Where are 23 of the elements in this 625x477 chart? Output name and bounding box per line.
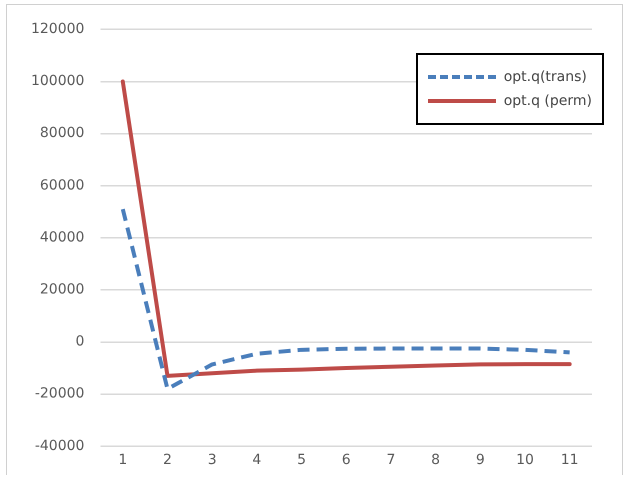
x-tick-label: 1	[118, 452, 128, 468]
x-tick-label: 8	[431, 452, 440, 468]
x-tick-label: 5	[297, 452, 306, 468]
legend-label: opt.q (perm)	[504, 93, 592, 109]
x-tick-label: 11	[560, 452, 579, 468]
x-tick-label: 2	[163, 452, 172, 468]
y-tick-label: 0	[76, 334, 84, 350]
x-tick-label: 4	[252, 452, 262, 468]
x-tick-label: 3	[208, 452, 217, 468]
y-tick-label: 20000	[40, 282, 84, 298]
y-tick-label: -40000	[34, 438, 84, 454]
y-tick-label: 60000	[40, 177, 84, 194]
x-tick-label: 10	[516, 452, 534, 468]
y-tick-label: -20000	[34, 386, 84, 402]
legend-label: opt.q(trans)	[504, 69, 587, 85]
x-tick-label: 9	[476, 452, 485, 468]
y-tick-label: 100000	[30, 73, 84, 90]
y-tick-label: 40000	[40, 229, 84, 246]
line-series	[120, 207, 572, 391]
x-tick-label: 7	[386, 452, 396, 468]
x-tick-label: 6	[342, 452, 351, 468]
y-tick-label: 80000	[40, 125, 84, 142]
y-tick-label: 120000	[30, 21, 84, 38]
